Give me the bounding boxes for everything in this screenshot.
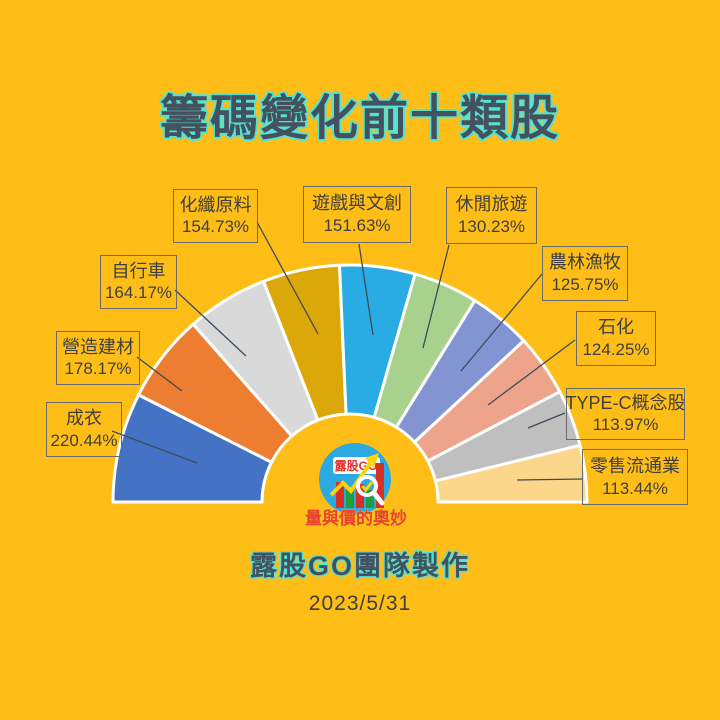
logo-trend-line — [329, 460, 373, 497]
category-value: 220.44% — [50, 431, 118, 451]
category-label-box: TYPE-C概念股 113.97% — [565, 388, 686, 440]
category-label-box: 自行車 164.17% — [100, 255, 177, 309]
category-value: 164.17% — [104, 283, 173, 303]
category-label-box: 農林漁牧 125.75% — [542, 246, 628, 301]
date-text: 2023/5/31 — [308, 592, 412, 615]
leader-line — [487, 339, 576, 406]
logo: 露股GO 量與價的奧妙 — [305, 443, 407, 528]
category-value: 113.44% — [602, 478, 668, 498]
category-name: 遊戲與文創 — [312, 192, 402, 213]
category-name: 休閒旅遊 — [455, 193, 528, 214]
category-name: 營造建材 — [62, 336, 134, 357]
category-label-box: 石化 124.25% — [576, 311, 656, 366]
logo-bar — [336, 482, 344, 508]
category-value: 124.25% — [582, 340, 650, 360]
leader-line — [422, 244, 450, 349]
pie-segments — [111, 263, 589, 504]
logo-bar — [366, 490, 374, 508]
leader-line — [174, 289, 247, 357]
leader-line — [460, 273, 543, 372]
logo-bar — [346, 488, 354, 508]
category-value: 178.17% — [64, 359, 132, 379]
category-label-box: 零售流通業 113.44% — [582, 449, 688, 505]
category-label-box: 營造建材 178.17% — [56, 331, 140, 385]
page-title: 籌碼變化前十類股 — [159, 92, 560, 145]
category-name: 化纖原料 — [179, 194, 252, 215]
leader-line — [111, 430, 198, 464]
logo-arrow-icon — [365, 453, 379, 468]
logo-bar — [356, 484, 364, 508]
leader-lines — [111, 221, 584, 481]
category-label-box: 成衣 220.44% — [46, 402, 122, 457]
logo-magnifier-handle — [371, 490, 385, 506]
logo-check-icon — [360, 481, 374, 493]
logo-bar — [376, 463, 384, 508]
leader-line — [516, 478, 584, 481]
leader-line — [256, 221, 319, 335]
logo-magnifier-icon — [356, 475, 378, 497]
category-value: 154.73% — [181, 217, 250, 237]
category-name: 農林漁牧 — [549, 252, 621, 273]
category-value: 130.23% — [457, 217, 526, 237]
category-name: TYPE-C概念股 — [565, 393, 686, 414]
leader-line — [358, 243, 374, 336]
category-name: 零售流通業 — [590, 455, 680, 476]
category-name: 自行車 — [111, 260, 166, 281]
category-name: 石化 — [598, 317, 634, 338]
category-label-box: 化纖原料 154.73% — [173, 189, 258, 243]
category-name: 成衣 — [66, 408, 102, 429]
credit-text: 露股GO團隊製作 — [249, 551, 470, 581]
pie-segment-9 — [433, 443, 589, 504]
category-label-box: 休閒旅遊 130.23% — [446, 187, 537, 244]
category-value: 151.63% — [323, 216, 391, 236]
category-value: 125.75% — [551, 275, 619, 295]
leader-line — [136, 356, 183, 392]
logo-tagline-text: 量與價的奧妙 — [305, 508, 407, 528]
leader-line — [527, 412, 566, 429]
category-value: 113.97% — [592, 415, 659, 435]
category-label-box: 遊戲與文創 151.63% — [303, 186, 411, 243]
